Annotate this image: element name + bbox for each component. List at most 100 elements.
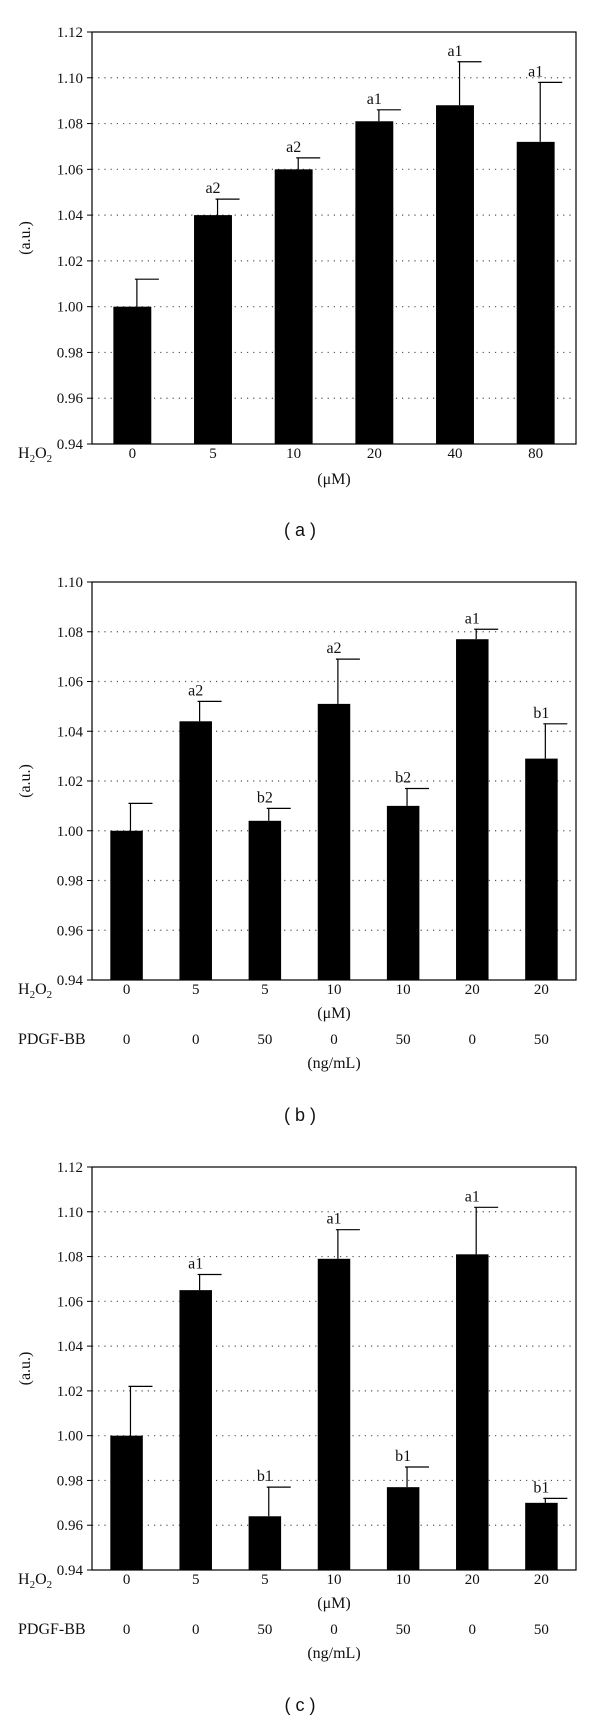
y-tick-label: 1.08 [57, 117, 83, 133]
y-tick-label: 1.10 [57, 575, 83, 591]
x-tick-label: 50 [534, 1032, 549, 1048]
bar [516, 141, 555, 444]
x-tick-label: 10 [327, 982, 342, 998]
y-tick-label: 1.12 [57, 25, 83, 41]
panel-label: ( b ) [284, 1105, 316, 1125]
x-row-label: H2O2 [18, 981, 52, 1001]
x-row-label: PDGF-BB [18, 1031, 86, 1048]
data-label: a1 [465, 610, 480, 627]
data-label: b1 [395, 1448, 411, 1465]
y-tick-label: 1.00 [57, 824, 83, 840]
bar [436, 105, 474, 444]
x-tick-label: 0 [129, 446, 137, 462]
data-label: a1 [528, 63, 543, 80]
x-row-label: H2O2 [18, 445, 52, 465]
y-axis-label: (a.u.) [17, 221, 34, 255]
y-tick-label: 0.98 [57, 345, 83, 361]
y-tick-label: 0.98 [57, 1473, 83, 1489]
y-tick-label: 0.94 [57, 1563, 84, 1579]
x-tick-label: 50 [396, 1622, 411, 1638]
bar [179, 1290, 212, 1570]
bar [248, 1516, 282, 1570]
chart-panel-b: 0.94 0.96 0.98 1.00 1.02 1.04 1.06 1.08 1.10 (a.u… [17, 575, 577, 1125]
y-tick-label: 1.12 [57, 1160, 83, 1176]
bar [456, 639, 489, 980]
x-tick-label: 50 [534, 1622, 549, 1638]
x-tick-label: 50 [257, 1622, 272, 1638]
data-label: a1 [326, 1211, 341, 1228]
x-tick-label: 5 [209, 446, 217, 462]
y-tick-label: 0.96 [57, 1518, 84, 1534]
data-label: a1 [188, 1255, 203, 1272]
plot-area [91, 31, 577, 445]
data-label: a2 [326, 640, 341, 657]
x-tick-label: 0 [469, 1032, 477, 1048]
y-axis-label: (a.u.) [17, 764, 34, 798]
y-tick-label: 0.94 [57, 437, 84, 453]
bar [248, 820, 282, 980]
data-label: b2 [395, 769, 411, 786]
panel-label: ( a ) [284, 520, 316, 540]
x-tick-label: 10 [396, 982, 411, 998]
x-tick-label: 10 [396, 1572, 411, 1588]
x-row-label: PDGF-BB [18, 1621, 86, 1638]
data-label: a2 [286, 139, 301, 156]
bar [194, 215, 232, 444]
y-tick-label: 1.02 [57, 774, 83, 790]
y-tick-label: 1.06 [57, 162, 84, 178]
y-tick-label: 1.06 [57, 1294, 84, 1310]
y-tick-label: 1.04 [57, 208, 84, 224]
y-tick-label: 0.96 [57, 923, 84, 939]
y-tick-label: 1.04 [57, 1339, 84, 1355]
bar [179, 721, 212, 980]
bar [274, 169, 313, 445]
x-tick-label: 5 [261, 982, 269, 998]
y-tick-label: 0.96 [57, 391, 84, 407]
x-tick-label: 0 [123, 982, 131, 998]
data-label: a2 [205, 180, 220, 197]
bar [386, 1487, 420, 1570]
x-tick-label: 0 [192, 1622, 200, 1638]
y-tick-label: 1.04 [57, 724, 84, 740]
data-label: a2 [188, 682, 203, 699]
bar [355, 121, 394, 445]
bar [525, 758, 558, 980]
x-unit-label: (μM) [317, 471, 350, 488]
chart-panel-a: 0.94 0.96 0.98 1.00 1.02 1.04 1.06 1.08 1.10 1.12… [17, 25, 577, 540]
y-tick-label: 0.98 [57, 874, 83, 890]
y-tick-label: 1.08 [57, 1250, 83, 1266]
bar [110, 1435, 143, 1570]
x-tick-label: 5 [261, 1572, 269, 1588]
bar [317, 703, 351, 980]
y-tick-label: 1.10 [57, 71, 83, 87]
x-tick-label: 5 [192, 1572, 200, 1588]
data-label: b2 [257, 789, 273, 806]
x-tick-label: 0 [330, 1032, 338, 1048]
panel-label: ( c ) [285, 1695, 316, 1715]
x-tick-label: 50 [396, 1032, 411, 1048]
x-tick-label: 0 [123, 1572, 131, 1588]
x-tick-label: 20 [465, 982, 480, 998]
bar [525, 1502, 558, 1570]
bar [317, 1258, 351, 1570]
bar [110, 830, 143, 980]
bar [386, 805, 420, 980]
data-label: a1 [447, 43, 462, 60]
x-unit-label: (μM) [317, 1005, 350, 1022]
x-tick-label: 50 [257, 1032, 272, 1048]
y-tick-label: 1.06 [57, 675, 84, 691]
x-tick-label: 40 [448, 446, 463, 462]
x-unit-label: (ng/mL) [307, 1645, 360, 1662]
y-tick-label: 1.00 [57, 1429, 83, 1445]
x-tick-label: 5 [192, 982, 200, 998]
data-label: a1 [465, 1188, 480, 1205]
x-tick-label: 20 [534, 982, 549, 998]
data-label: b1 [533, 705, 549, 722]
x-tick-label: 0 [330, 1622, 338, 1638]
x-tick-label: 20 [367, 446, 382, 462]
bar [456, 1254, 489, 1570]
y-tick-label: 1.10 [57, 1205, 83, 1221]
x-tick-label: 80 [528, 446, 543, 462]
x-tick-label: 10 [327, 1572, 342, 1588]
